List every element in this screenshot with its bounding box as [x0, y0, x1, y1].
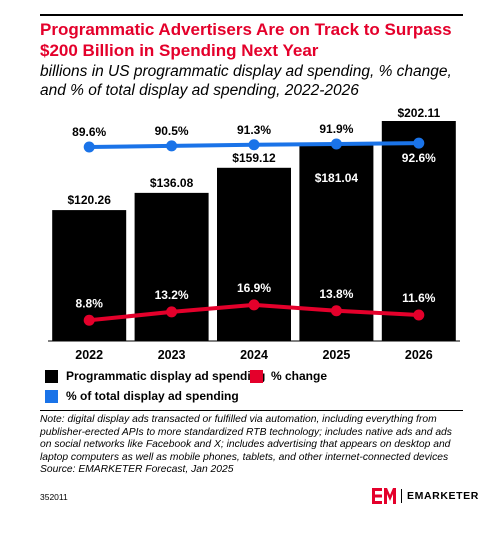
- bar-value-label-2022: $120.26: [68, 193, 112, 207]
- point-pct-change-2026: [413, 309, 425, 321]
- note-rule: [40, 410, 463, 411]
- label-pct-change-2025: 13.8%: [319, 287, 353, 301]
- legend-item-spending: Programmatic display ad spending: [45, 369, 265, 383]
- bar-value-label-2026: $202.11: [397, 106, 440, 120]
- label-pct-total-2025: 91.9%: [319, 122, 353, 136]
- em-logo-icon: [372, 488, 396, 504]
- chart-id: 352011: [40, 492, 68, 502]
- label-pct-change-2024: 16.9%: [237, 281, 271, 295]
- legend-item-pct-change: % change: [250, 369, 327, 383]
- bar-value-label-2023: $136.08: [150, 176, 194, 190]
- label-pct-total-2022: 89.6%: [72, 125, 106, 139]
- legend-swatch-pct-total: [45, 389, 58, 403]
- x-tick-label-2025: 2025: [322, 348, 350, 362]
- legend-swatch-spending: [45, 369, 58, 383]
- legend-item-pct-total: % of total display ad spending: [45, 389, 239, 403]
- label-pct-change-2023: 13.2%: [155, 288, 189, 302]
- point-pct-total-2026: [413, 137, 425, 149]
- point-pct-change-2023: [166, 306, 178, 318]
- legend-label-spending: Programmatic display ad spending: [66, 369, 266, 383]
- legend-label-pct-total: % of total display ad spending: [66, 389, 239, 403]
- label-pct-total-2024: 91.3%: [237, 123, 271, 137]
- note-text: Note: digital display ads transacted or …: [40, 414, 452, 463]
- point-pct-total-2023: [166, 140, 178, 152]
- chart-title: Programmatic Advertisers Are on Track to…: [40, 20, 452, 60]
- chart-plot: 2022 2023 2024 2025 2026 $120.26 $136.08 $159.1…: [48, 106, 460, 362]
- bar-2023: [134, 192, 209, 341]
- bar-2026: [381, 121, 456, 341]
- note-block: Note: digital display ads transacted or …: [40, 414, 465, 477]
- point-pct-total-2024: [248, 139, 260, 151]
- x-tick-label-2024: 2024: [240, 348, 268, 362]
- label-pct-change-2026: 11.6%: [402, 291, 436, 305]
- label-pct-total-2023: 90.5%: [155, 124, 189, 138]
- label-pct-total-2026: 92.6%: [402, 151, 436, 165]
- x-tick-label-2022: 2022: [75, 348, 103, 362]
- point-pct-change-2022: [83, 314, 95, 326]
- label-pct-change-2022: 8.8%: [76, 296, 104, 310]
- point-pct-change-2025: [330, 305, 342, 317]
- x-tick-label-2026: 2026: [405, 348, 433, 362]
- brand-name: EMARKETER: [407, 490, 479, 502]
- source-text: Source: EMARKETER Forecast, Jan 2025: [40, 464, 234, 476]
- point-pct-total-2022: [83, 141, 95, 153]
- logo-separator: [401, 489, 402, 503]
- top-rule: [40, 14, 463, 16]
- x-tick-label-2023: 2023: [158, 348, 186, 362]
- bar-value-label-2024: $159.12: [232, 151, 276, 165]
- legend-label-pct-change: % change: [271, 369, 328, 383]
- emarketer-logo[interactable]: EMARKETER: [372, 488, 479, 504]
- bar-2024: [217, 167, 291, 341]
- point-pct-total-2025: [330, 138, 342, 150]
- chart-subtitle: billions in US programmatic display ad s…: [40, 63, 452, 99]
- bar-value-label-2025: $181.04: [315, 171, 359, 185]
- legend-swatch-pct-change: [250, 369, 263, 383]
- point-pct-change-2024: [248, 299, 260, 311]
